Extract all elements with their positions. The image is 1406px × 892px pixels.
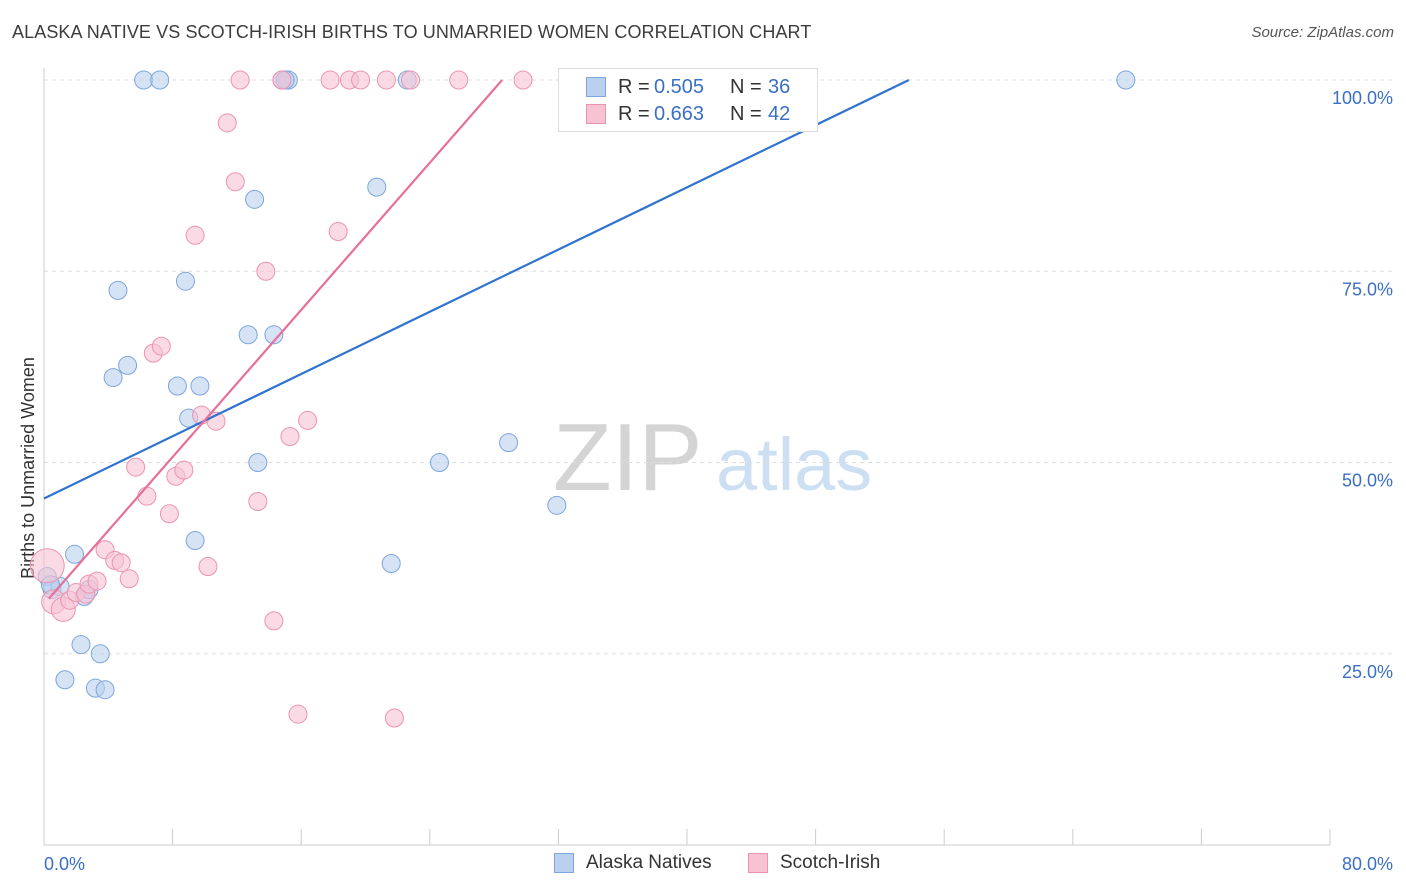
scotch-irish-point	[298, 410, 318, 430]
correlation-legend: R = 0.505 N = 36 R = 0.663 N = 42	[558, 68, 818, 132]
alaska-natives-trend-line	[43, 79, 910, 500]
alaska-natives-point	[150, 70, 170, 90]
alaska-natives-point	[185, 531, 205, 551]
scotch-irish-point	[248, 492, 268, 512]
watermark-zip: ZIP	[553, 404, 702, 511]
scotch-irish-point	[401, 70, 421, 90]
scotch-irish-swatch	[586, 104, 606, 124]
scotch-irish-point	[449, 70, 469, 90]
scotch-irish-point	[126, 457, 146, 477]
r-label: R =	[618, 102, 650, 125]
scotch-irish-trend-line	[47, 79, 503, 600]
scotch-irish-point	[272, 70, 292, 90]
alaska-natives-point	[108, 280, 128, 300]
r-value: 0.663	[654, 102, 705, 125]
scotch-irish-point	[159, 504, 179, 524]
scotch-irish-point	[87, 571, 107, 591]
scotch-irish-point	[384, 708, 404, 728]
n-label: N =	[730, 75, 762, 98]
n-label: N =	[730, 102, 762, 125]
alaska-natives-point	[103, 368, 123, 388]
alaska-natives-point	[248, 453, 268, 472]
y-tick-label: 50.0%	[1342, 471, 1393, 491]
scotch-irish-point	[264, 611, 284, 631]
scotch-irish-point	[288, 704, 308, 724]
y-tick-labels: 25.0% 50.0% 75.0% 100.0%	[1332, 88, 1393, 682]
scotch-irish-point	[376, 70, 396, 90]
alaska-natives-point	[65, 544, 85, 564]
source-label: Source: ZipAtlas.com	[1251, 24, 1394, 41]
alaska-natives-point	[547, 495, 567, 515]
alaska-natives-point	[1116, 70, 1136, 90]
scotch-irish-point	[198, 557, 218, 577]
alaska-natives-point	[134, 70, 154, 90]
scotch-irish-point	[256, 261, 276, 281]
watermark-atlas: atlas	[716, 423, 872, 506]
n-value: 42	[768, 102, 791, 125]
alaska-natives-point	[55, 670, 75, 690]
r-label: R =	[618, 75, 650, 98]
axes	[43, 68, 1331, 846]
alaska-natives-point	[499, 433, 519, 453]
scotch-irish-point	[151, 336, 171, 356]
alaska-natives-point	[429, 453, 449, 472]
grid	[44, 79, 1393, 655]
alaska-natives-point	[167, 376, 187, 396]
legend-item-scotch-irish: Scotch-Irish	[748, 852, 880, 874]
scotch-irish-point	[174, 460, 194, 480]
alaska-natives-point	[190, 376, 210, 396]
chart-title: ALASKA NATIVE VS SCOTCH-IRISH BIRTHS TO …	[12, 22, 812, 42]
trend-lines	[43, 79, 910, 600]
scotch-irish-point	[280, 426, 300, 446]
scotch-irish-point	[328, 221, 348, 241]
legend-label: Alaska Natives	[586, 852, 712, 873]
scotch-irish-point	[320, 70, 340, 90]
scotch-irish-point	[225, 172, 245, 192]
x-tick-label-min: 0.0%	[44, 854, 85, 874]
y-tick-label: 75.0%	[1342, 279, 1393, 299]
legend-label: Scotch-Irish	[780, 852, 881, 873]
n-value: 36	[768, 75, 791, 98]
alaska-natives-point	[245, 189, 265, 209]
scotch-irish-point	[230, 70, 250, 90]
alaska-natives-point	[367, 177, 387, 197]
y-tick-label: 100.0%	[1332, 88, 1393, 108]
alaska-natives-point	[71, 635, 91, 655]
y-tick-label: 25.0%	[1342, 662, 1393, 682]
y-axis-label: Births to Unmarried Women	[18, 357, 38, 579]
scotch-irish-point	[351, 70, 371, 90]
x-tick-label-max: 80.0%	[1342, 854, 1393, 874]
scotch-irish-point	[29, 548, 65, 584]
legend-item-alaska-natives: Alaska Natives	[554, 852, 712, 874]
x-tick-labels: 0.0% 80.0%	[44, 854, 1393, 874]
legend-row-alaska-natives: R = 0.505 N = 36	[559, 73, 790, 101]
alaska-natives-swatch	[554, 853, 574, 873]
scotch-irish-swatch	[748, 853, 768, 873]
alaska-natives-point	[118, 355, 138, 375]
alaska-natives-swatch	[586, 77, 606, 97]
scotch-irish-point	[119, 569, 139, 589]
alaska-natives-point	[90, 644, 110, 664]
scotch-irish-point	[217, 113, 237, 133]
r-value: 0.505	[654, 75, 705, 98]
scotch-irish-point	[137, 486, 157, 506]
alaska-natives-point	[381, 553, 401, 573]
watermark: ZIP atlas	[553, 404, 872, 511]
series-legend: Alaska Natives Scotch-Irish	[0, 852, 1406, 876]
alaska-natives-point	[264, 325, 284, 345]
scotch-irish-point	[111, 553, 131, 573]
data-points	[29, 70, 1136, 728]
alaska-natives-point	[238, 325, 258, 345]
legend-row-scotch-irish: R = 0.663 N = 42	[559, 100, 790, 128]
scotch-irish-point	[513, 70, 533, 90]
alaska-natives-point	[175, 271, 195, 291]
alaska-natives-point	[95, 680, 115, 700]
scotch-irish-point	[185, 225, 205, 245]
